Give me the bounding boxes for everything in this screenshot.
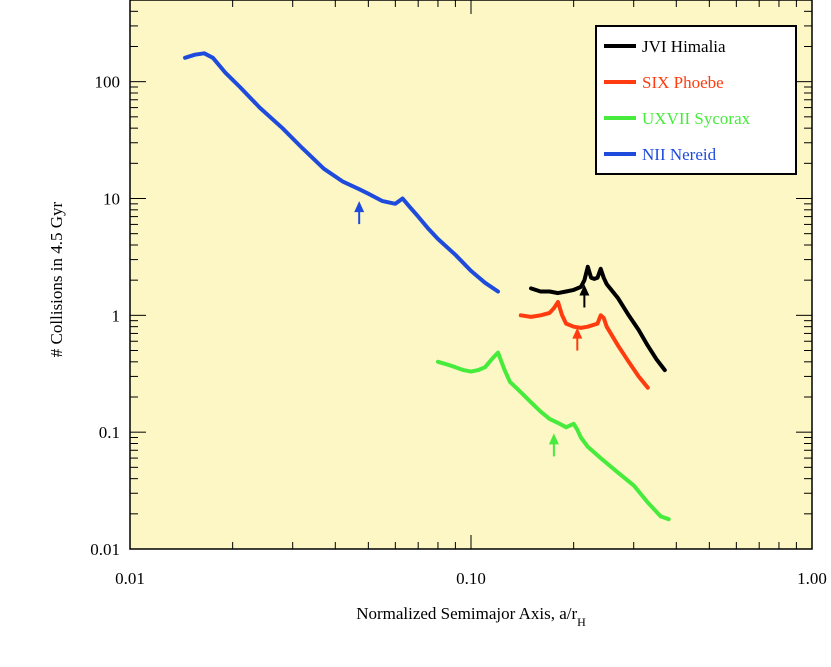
- x-tick-label: 0.01: [115, 569, 145, 588]
- legend: JVI Himalia SIX Phoebe UXVII Sycorax NII Ne…: [595, 25, 797, 175]
- y-axis-title: # Collisions in 4.5 Gyr: [47, 201, 66, 357]
- y-tick-label: 1: [112, 306, 121, 325]
- arrow-marker-3: [354, 201, 365, 225]
- y-tick-label: 10: [103, 189, 120, 208]
- series-layer: [183, 51, 671, 522]
- x-tick-label: 0.10: [456, 569, 486, 588]
- legend-label: JVI Himalia: [642, 37, 726, 56]
- arrow-marker-1: [572, 327, 583, 351]
- arrow-marker-2: [548, 433, 559, 457]
- x-tick-label: 1.00: [797, 569, 827, 588]
- plot-frame: [129, 0, 813, 550]
- arrow-marker-0: [579, 284, 590, 308]
- y-tick-label: 100: [95, 73, 121, 92]
- legend-box: [595, 25, 797, 175]
- series-line-0: [529, 264, 667, 373]
- series-line-1: [518, 300, 650, 390]
- series-line-3: [183, 51, 500, 294]
- y-tick-label: 0.1: [99, 423, 120, 442]
- series-line-2: [436, 350, 671, 522]
- arrow-layer: [354, 201, 590, 457]
- tick-labels: 0.01 0.10 1.00 0.01 0.1 1 10 100: [90, 73, 827, 588]
- axis-ticks: [129, 0, 812, 550]
- y-tick-label: 0.01: [90, 540, 120, 559]
- x-axis-title: Normalized Semimajor Axis, a/rH: [356, 604, 586, 629]
- legend-label: UXVII Sycorax: [642, 109, 751, 128]
- legend-label: NII Nereid: [642, 145, 717, 164]
- legend-label: SIX Phoebe: [642, 73, 724, 92]
